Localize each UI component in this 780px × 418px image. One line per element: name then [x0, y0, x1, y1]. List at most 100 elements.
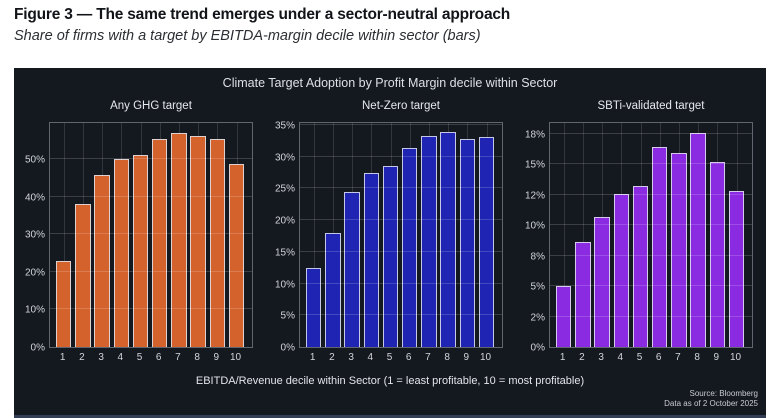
x-tick-label: 8 [194, 352, 200, 363]
x-tick-label: 10 [729, 352, 742, 363]
chart-panel: Climate Target Adoption by Profit Margin… [14, 68, 766, 418]
source-note: Source: Bloomberg Data as of 2 October 2… [664, 389, 758, 409]
bar [171, 133, 187, 347]
bar [306, 267, 322, 347]
x-tick-label: 1 [309, 352, 316, 363]
x-tick-label: 9 [713, 352, 720, 363]
y-tick-label: 8% [530, 251, 545, 263]
y-tick-label: 20% [274, 215, 295, 227]
bar [132, 154, 149, 347]
y-tick-label: 2% [530, 312, 545, 324]
y-tick-label: 20% [24, 267, 45, 279]
bar [382, 166, 399, 347]
y-tick-label: 35% [274, 120, 295, 132]
y-tick-label: 10% [24, 304, 45, 316]
bar [575, 242, 591, 347]
figure-subtitle: Share of firms with a target by EBITDA-m… [14, 28, 481, 44]
x-tick-label: 2 [579, 352, 585, 363]
y-tick-label: 18% [524, 129, 545, 141]
bar [671, 153, 687, 347]
x-tick-label: 8 [694, 352, 700, 363]
y-tick-label: 0% [530, 342, 545, 354]
x-tick-label: 2 [329, 352, 335, 363]
y-tick-label: 15% [524, 159, 545, 171]
chart-sbti-validated-target: SBTi-validated target 0% 2% 5% 8% 10% 12% 15% 18… [525, 100, 753, 363]
x-tick-label: 9 [213, 352, 220, 363]
x-tick-label: 3 [348, 352, 354, 363]
x-tick-label: 8 [444, 352, 450, 363]
chart-any-ghg-target: Any GHG target 0% 10% 20% 30% 40% 50% 1 2 3 4 5 6 7 8 9… [25, 100, 253, 363]
gridline-vertical [563, 123, 565, 347]
figure-title: Figure 3 — The same trend emerges under … [14, 6, 511, 23]
y-tick-label: 0% [280, 342, 295, 354]
y-tick-label: 25% [274, 183, 295, 195]
bar [152, 138, 168, 347]
bar [459, 139, 475, 347]
bar [75, 204, 91, 347]
source-line-1: Source: Bloomberg [689, 389, 758, 398]
y-tick-label: 5% [280, 310, 295, 322]
bar [209, 139, 225, 347]
y-tick-label: 40% [24, 192, 45, 204]
bar [594, 216, 610, 347]
y-tick-label: 10% [274, 279, 295, 291]
bar [402, 147, 418, 347]
y-tick-label: 30% [274, 152, 295, 164]
bar [613, 193, 629, 347]
plot-area [299, 122, 503, 348]
bar [190, 136, 206, 347]
bar [94, 175, 110, 347]
gridline-vertical [63, 123, 65, 347]
y-tick-label: 30% [24, 229, 45, 241]
x-tick-label: 5 [386, 352, 393, 363]
chart-net-zero-target: Net-Zero target 0% 5% 10% 15% 20% 25% 30% 35% 1 2 3… [275, 100, 503, 363]
gridline-vertical [313, 123, 315, 347]
x-tick-label: 10 [229, 352, 242, 363]
bar [113, 158, 129, 347]
x-tick-label: 7 [675, 352, 681, 363]
bar [709, 161, 725, 347]
figure-header: Figure 3 — The same trend emerges under … [14, 6, 766, 44]
y-tick-label: 10% [524, 220, 545, 232]
bar [228, 163, 245, 347]
bar [421, 136, 437, 347]
x-tick-label: 5 [636, 352, 643, 363]
x-tick-label: 9 [463, 352, 470, 363]
panel-title: Climate Target Adoption by Profit Margin… [222, 76, 558, 90]
source-line-2: Data as of 2 October 2025 [664, 399, 758, 408]
bar [325, 232, 341, 347]
y-tick-label: 12% [524, 190, 545, 202]
chart-title: Net-Zero target [362, 100, 440, 112]
bar [652, 147, 668, 347]
bar [556, 286, 572, 347]
gridline-horizontal [300, 123, 502, 125]
gridline-horizontal [550, 132, 752, 134]
x-tick-label: 3 [598, 352, 604, 363]
bar [632, 186, 649, 347]
x-tick-label: 4 [117, 352, 124, 363]
x-tick-label: 2 [79, 352, 85, 363]
y-tick-label: 0% [30, 342, 45, 354]
chart-title: SBTi-validated target [597, 100, 705, 112]
x-axis-label: EBITDA/Revenue decile within Sector (1 =… [195, 375, 585, 387]
x-tick-label: 7 [175, 352, 181, 363]
bar [440, 132, 456, 347]
gridline-vertical [582, 123, 584, 347]
plot-area [549, 122, 753, 348]
y-tick-label: 5% [530, 281, 545, 293]
x-tick-label: 4 [617, 352, 624, 363]
bar [690, 132, 706, 347]
x-tick-label: 10 [479, 352, 492, 363]
x-tick-label: 5 [136, 352, 143, 363]
x-tick-label: 4 [367, 352, 374, 363]
bar [56, 260, 72, 347]
x-tick-label: 6 [405, 352, 412, 363]
chart-title: Any GHG target [110, 100, 192, 112]
bar [344, 192, 360, 347]
x-tick-label: 6 [655, 352, 662, 363]
plot-area [49, 122, 253, 348]
y-tick-label: 15% [274, 247, 295, 259]
x-tick-label: 1 [59, 352, 66, 363]
y-tick-label: 50% [24, 154, 45, 166]
bar [728, 191, 745, 347]
